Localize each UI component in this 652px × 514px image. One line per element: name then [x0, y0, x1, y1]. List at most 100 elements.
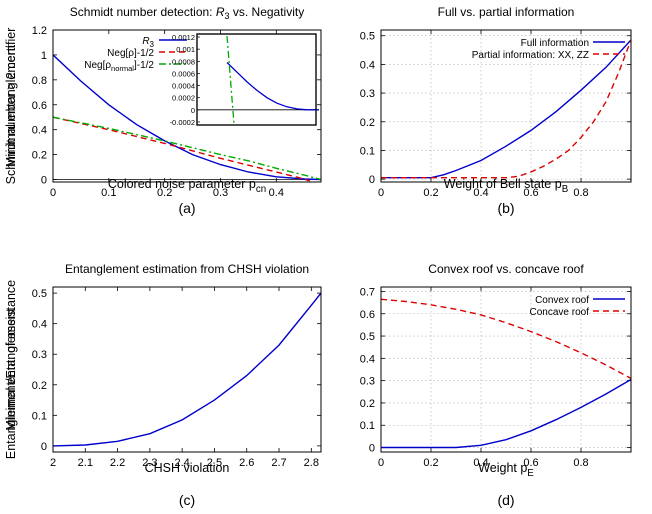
legend-label-2: Partial information: XX, ZZ	[472, 50, 589, 61]
y-axis-label: Schmidt number > 2 certifier	[4, 28, 18, 185]
y-axis-label: Minimal entanglement	[4, 308, 18, 431]
series-group	[53, 292, 321, 447]
x-tick-label: 0	[378, 457, 384, 469]
y-tick-label: 0.2	[360, 398, 375, 410]
legend-label-2: Neg[ρ]-1/2	[107, 48, 154, 59]
plot-frame	[52, 286, 322, 453]
y-tick-label: 0.5	[360, 31, 375, 43]
series-group	[381, 298, 631, 449]
y-tick-label: 0.5	[32, 288, 47, 300]
y-tick-label: 0.7	[360, 286, 375, 298]
x-tick-label: 0.6	[523, 457, 538, 469]
x-tick-label: 2.5	[207, 457, 222, 469]
chart-title: Entanglement estimation from CHSH violat…	[65, 262, 309, 276]
y-tick-label: 0.3	[32, 349, 47, 361]
y-tick-label: 0.6	[32, 100, 47, 112]
plot-frame	[380, 286, 632, 453]
y-tick-label: 0.3	[360, 88, 375, 100]
x-tick-label: 0.8	[573, 457, 588, 469]
inset-y-tick-label: 0.0012	[172, 33, 195, 42]
x-tick-label: 2.4	[175, 457, 190, 469]
inset-y-tick-label: 0.001	[176, 45, 195, 54]
y-tick-label: 0.8	[32, 75, 47, 87]
series-line-2	[381, 39, 631, 179]
chart-title: Full vs. partial information	[438, 5, 575, 19]
y-tick-label: 0	[41, 175, 47, 187]
x-tick-label: 0	[378, 187, 384, 199]
x-tick-label: 0.2	[157, 187, 172, 199]
inset-frame	[196, 33, 317, 126]
y-tick-label: 0.6	[360, 309, 375, 321]
inset-y-tick-label: 0.0006	[172, 69, 195, 78]
legend-label-3: Neg[ρnormal]-1/2	[84, 60, 154, 73]
inset-frame-bg	[196, 33, 317, 126]
series-line-1	[381, 378, 631, 449]
y-tick-label: 0.5	[360, 331, 375, 343]
series-line-3	[53, 116, 321, 181]
x-tick-label: 2.3	[142, 457, 157, 469]
y-tick-label: 0	[41, 441, 47, 453]
y-tick-label: 0.3	[360, 376, 375, 388]
x-tick-label: 2	[50, 457, 56, 469]
y-tick-label: 0.4	[360, 353, 375, 365]
x-tick-label: 0.4	[473, 457, 488, 469]
x-tick-label: 2.2	[110, 457, 125, 469]
chart-title: Convex roof vs. concave roof	[428, 262, 584, 276]
x-tick-label: 0.8	[573, 187, 588, 199]
x-tick-label: 0.2	[423, 187, 438, 199]
legend-label-2: Concave roof	[530, 307, 590, 318]
chart-panel-b: 0 0.2 0.4 0.6 0.8 0 0.1 0.2 0.3 0.4 0.5 Full vs. pa…	[4, 5, 632, 216]
legend-label-1: Full information	[521, 38, 589, 49]
y-tick-label: 1.2	[32, 25, 47, 37]
y-tick-label: 0.4	[360, 59, 375, 71]
y-tick-label: 1	[41, 50, 47, 62]
series-line-2	[381, 298, 631, 380]
inset-y-tick-label: 0.0004	[172, 82, 195, 91]
chart-panel-a: 0 0.1 0.2 0.3 0.4 0 0.2 0.4 0.6 0.8 1 1.2 Schmidt nu…	[4, 5, 322, 216]
chart-title: Schmidt number detection: R3 vs. Negativ…	[70, 5, 304, 21]
x-tick-label: 0.6	[523, 187, 538, 199]
x-tick-label: 2.8	[304, 457, 319, 469]
panel-caption: (b)	[497, 200, 514, 216]
x-tick-label: 2.6	[239, 457, 254, 469]
x-tick-label: 0.1	[101, 187, 116, 199]
inset-series-r3	[226, 62, 319, 111]
panel-caption: (a)	[178, 200, 195, 216]
x-tick-label: 0.3	[213, 187, 228, 199]
x-tick-label: 2.7	[271, 457, 286, 469]
x-tick-label: 0.4	[473, 187, 488, 199]
plot-frame	[380, 29, 632, 183]
x-axis-label: Weight of Bell state pB	[444, 177, 568, 195]
series-group	[53, 54, 321, 182]
y-axis-label: Minimal entanglement	[4, 44, 18, 167]
inset-y-tick-label: 0	[191, 106, 195, 115]
inset-y-tick-label: -0.0002	[170, 118, 195, 127]
legend-label-1: Convex roof	[535, 295, 589, 306]
x-tick-label: 0.4	[269, 187, 284, 199]
x-tick-label: 2.1	[78, 457, 93, 469]
inset-plot: -0.0002 0 0.0002 0.0004 0.0006 0.0008 0.001 0.0…	[170, 33, 319, 127]
y-axis-label: Entanglement/Ent. of assistance	[4, 280, 18, 459]
y-tick-label: 0.1	[360, 420, 375, 432]
y-tick-label: 0.4	[32, 319, 47, 331]
chart-panel-c: 2 2.1 2.2 2.3 2.4 2.5 2.6 2.7 2.8 0 0.1 0.2 0.3 0.4 0.…	[4, 262, 322, 508]
inset-y-tick-label: 0.0002	[172, 94, 195, 103]
y-tick-label: 0	[369, 443, 375, 455]
series-line-1	[53, 292, 321, 447]
series-group	[381, 39, 631, 179]
y-tick-label: 0.2	[32, 380, 47, 392]
panel-caption: (c)	[179, 492, 195, 508]
plot-frame	[52, 29, 322, 183]
series-line-1	[53, 54, 321, 181]
x-axis-label: Weight pE	[478, 461, 534, 479]
y-tick-label: 0.2	[360, 117, 375, 129]
y-tick-label: 0.1	[32, 410, 47, 422]
x-tick-label: 0	[50, 187, 56, 199]
y-tick-label: 0	[369, 174, 375, 186]
inset-y-tick-label: 0.0008	[172, 57, 195, 66]
x-tick-label: 0.2	[423, 457, 438, 469]
